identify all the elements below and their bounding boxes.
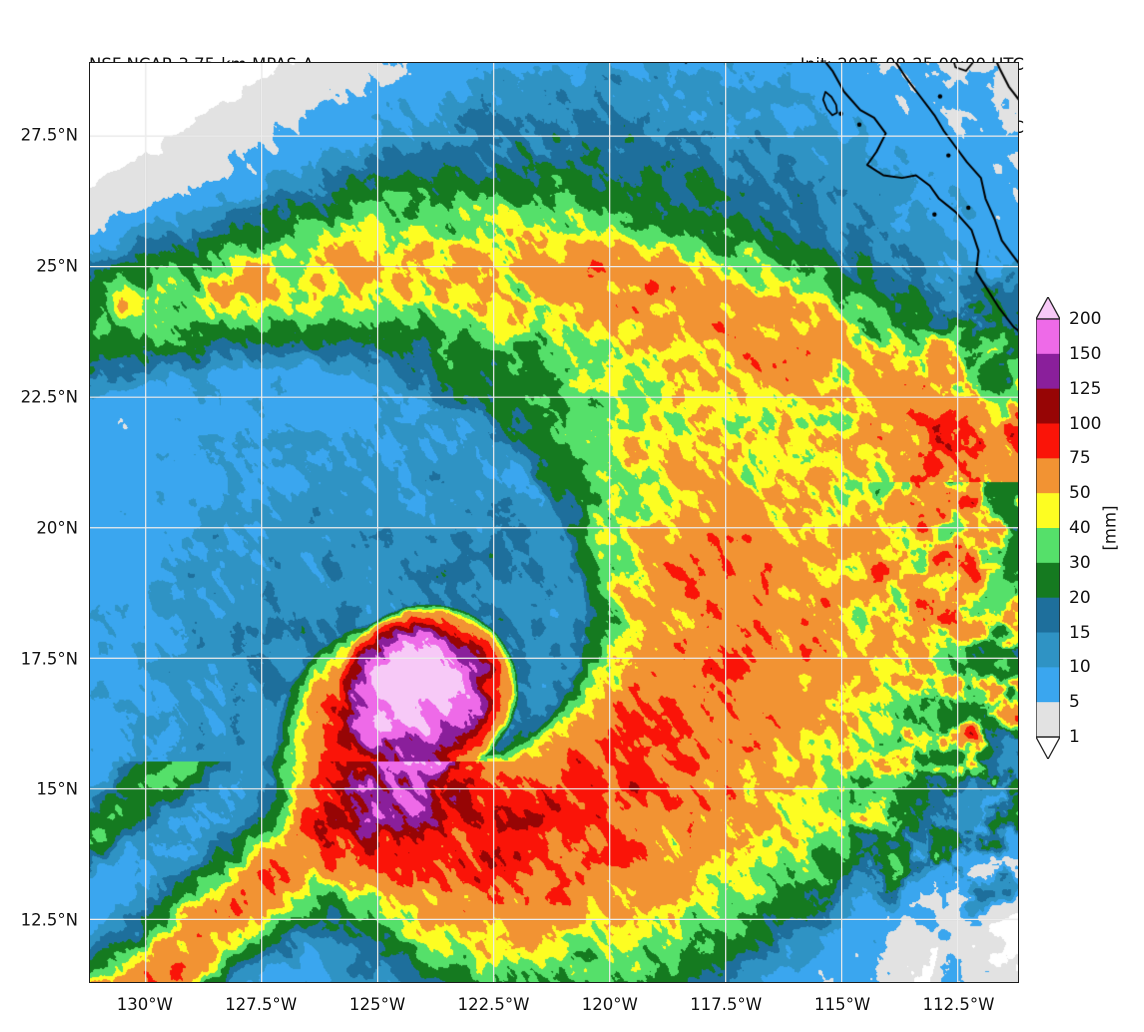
x-tick-label: 112.5°W [922,995,995,1014]
y-tick-label: 27.5°N [20,125,78,145]
precipitation-field-canvas [90,63,1018,982]
colorbar-tick-label: 75 [1069,448,1091,469]
colorbar-tick-label: 30 [1069,552,1091,573]
y-tick-label: 15°N [36,779,78,799]
y-tick-label: 20°N [36,518,78,538]
x-tick-label: 120°W [581,995,638,1014]
colorbar-tick-label: 200 [1069,309,1102,329]
y-tick-label: 12.5°N [20,910,78,930]
map-plot-area[interactable] [89,62,1019,983]
colorbar-tick-label: 150 [1069,343,1102,364]
colorbar-unit-label: [mm] [1100,505,1120,551]
x-tick-label: 127.5°W [225,995,297,1014]
colorbar-tick-label: 15 [1069,622,1091,643]
colorbar-tick-label: 100 [1069,413,1102,434]
colorbar-tick-label: 5 [1069,692,1080,713]
y-tick-label: 17.5°N [20,649,78,669]
y-tick-label: 25°N [36,256,78,276]
x-tick-label: 117.5°W [690,995,762,1014]
x-tick-label: 130°W [116,995,173,1014]
x-tick-label: 115°W [814,995,871,1014]
colorbar-tick-label: 125 [1069,378,1102,399]
x-tick-label: 125°W [349,995,406,1014]
colorbar-tick-label: 40 [1069,518,1091,538]
colorbar-tick-label: 50 [1069,483,1091,504]
colorbar-tick-label: 20 [1069,587,1091,608]
colorbar[interactable]: 200 150 125 100 75 50 40 30 20 15 10 5 1 [mm] [1036,297,1144,759]
x-tick-label: 122.5°W [457,995,530,1014]
colorbar-gradient [1036,297,1060,759]
colorbar-tick-label: 1 [1069,727,1080,747]
colorbar-tick-label: 10 [1069,657,1091,678]
y-tick-label: 22.5°N [20,387,78,407]
